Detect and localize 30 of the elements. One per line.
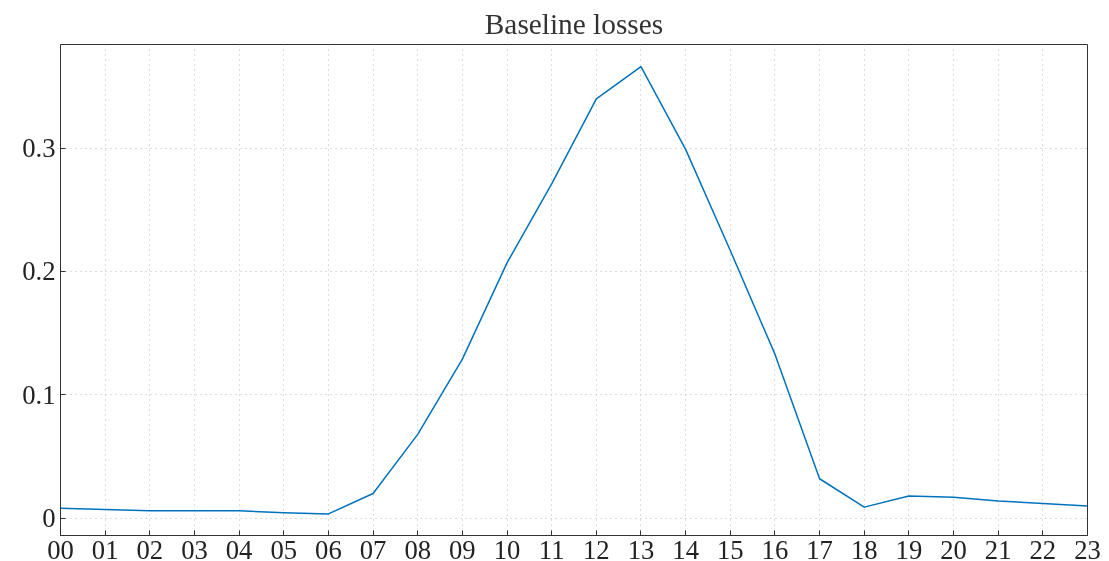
x-tick-label: 21 [984, 534, 1012, 561]
x-tick-label: 15 [716, 534, 744, 561]
x-tick-label: 22 [1029, 534, 1057, 561]
x-tick-label: 00 [47, 534, 74, 561]
x-tick-label: 11 [538, 534, 565, 561]
x-tick-label: 10 [493, 534, 521, 561]
y-tick-label: 0.2 [22, 256, 56, 287]
x-tick-label: 02 [136, 534, 164, 561]
x-tick-label: 18 [850, 534, 878, 561]
line-series [60, 65, 1088, 515]
x-tick-label: 23 [1074, 534, 1101, 561]
x-tick-label: 04 [225, 534, 253, 561]
y-tick-label: 0 [42, 503, 56, 534]
x-tick-label: 16 [761, 534, 789, 561]
chart-title: Baseline losses [484, 7, 664, 40]
x-tick-label: 07 [359, 534, 387, 561]
x-tick-label: 13 [627, 534, 655, 561]
y-tick-label: 0.3 [22, 133, 56, 164]
x-tick-label: 08 [404, 534, 432, 561]
x-tick-label: 17 [806, 534, 833, 561]
x-tick-label: 20 [940, 534, 967, 561]
x-tick-label: 06 [315, 534, 342, 561]
x-tick-label: 05 [270, 534, 298, 561]
x-tick-label: 19 [895, 534, 923, 561]
x-tick-label: 14 [672, 534, 699, 561]
x-tick-label: 09 [449, 534, 476, 561]
x-tick-label: 12 [583, 534, 610, 561]
x-tick-label: 03 [181, 534, 208, 561]
y-tick-label: 0.1 [22, 379, 56, 410]
x-tick-label: 01 [91, 534, 119, 561]
